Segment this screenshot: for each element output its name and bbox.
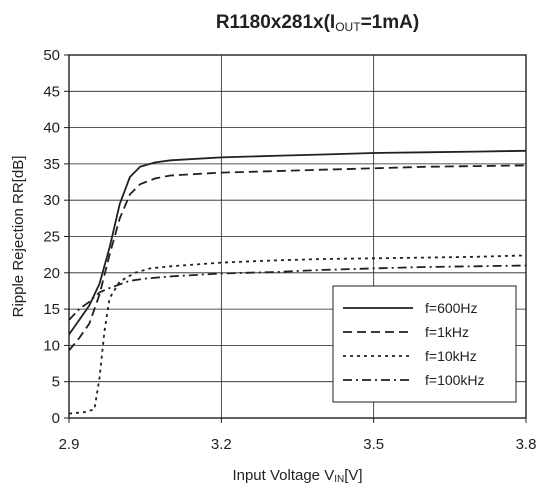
x-axis-label-main: Input Voltage V xyxy=(232,467,334,484)
y-tick-label: 45 xyxy=(43,83,60,100)
series-line-f-100khz xyxy=(68,264,527,321)
grid xyxy=(69,55,526,418)
series-line-f-1khz xyxy=(68,164,527,352)
series-line-f-10khz xyxy=(68,254,527,415)
series-line-f-600hz xyxy=(68,149,527,336)
chart-title-main: R1180x281x(I xyxy=(216,12,335,33)
x-axis-ticks: 2.9 3.2 3.5 3.8 xyxy=(59,418,537,453)
legend-label: f=1kHz xyxy=(425,324,469,340)
x-axis-label-tail: [V] xyxy=(344,467,362,484)
y-tick-label: 50 xyxy=(43,47,60,64)
x-axis-label: Input Voltage VIN[V] xyxy=(232,467,362,485)
y-tick-label: 30 xyxy=(43,192,60,209)
y-tick-label: 15 xyxy=(43,301,60,318)
y-tick-label: 5 xyxy=(52,374,60,391)
x-tick-label: 3.2 xyxy=(211,436,232,453)
x-tick-label: 3.8 xyxy=(516,436,537,453)
y-tick-label: 25 xyxy=(43,229,60,246)
legend-label: f=600Hz xyxy=(425,300,478,316)
legend: f=600Hz f=1kHz f=10kHz f=100kHz xyxy=(332,285,517,403)
x-axis-label-subscript: IN xyxy=(334,474,344,485)
y-tick-label: 20 xyxy=(43,265,60,282)
chart-title: R1180x281x(IOUT=1mA) xyxy=(216,12,419,34)
legend-label: f=100kHz xyxy=(425,372,485,388)
y-tick-label: 10 xyxy=(43,337,60,354)
y-tick-label: 40 xyxy=(43,120,60,137)
y-tick-label: 35 xyxy=(43,156,60,173)
legend-label: f=10kHz xyxy=(425,348,477,364)
legend-box xyxy=(332,285,517,403)
y-axis-label: Ripple Rejection RR[dB] xyxy=(10,156,27,318)
chart-title-subscript: OUT xyxy=(335,20,361,34)
y-axis-ticks: 0 5 10 15 20 25 30 35 40 45 50 xyxy=(43,47,69,427)
series-lines xyxy=(68,149,527,415)
chart-title-tail: =1mA) xyxy=(361,12,420,33)
y-tick-label: 0 xyxy=(52,410,60,427)
x-tick-label: 3.5 xyxy=(363,436,384,453)
x-tick-label: 2.9 xyxy=(59,436,80,453)
